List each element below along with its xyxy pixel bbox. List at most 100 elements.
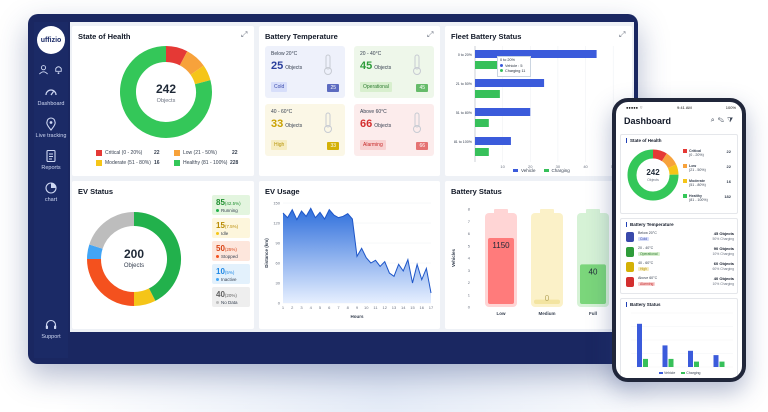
phone-temp-card: Battery Temperature Below 20°C Cold 45 Obj… bbox=[620, 218, 738, 294]
ev-tile-percent: (20%) bbox=[224, 293, 237, 298]
temp-range: 40 - 60°C bbox=[638, 261, 654, 265]
x-tick-label: 11 bbox=[373, 305, 378, 310]
temp-box-2[interactable]: 40 - 60°C 33 Objects High 33 bbox=[265, 104, 345, 156]
ev-tile-no-data[interactable]: 40(20%) No Data bbox=[212, 287, 250, 307]
donut-slice-stopped[interactable] bbox=[87, 258, 135, 306]
bar-vehicle-1[interactable] bbox=[662, 345, 668, 367]
x-tick-label: 20 bbox=[528, 164, 533, 169]
donut-slice-low[interactable] bbox=[661, 153, 677, 169]
edit-icon[interactable]: ✎ bbox=[717, 117, 728, 124]
donut-slice-healthy[interactable] bbox=[627, 149, 679, 201]
temp-count: 25 Objects bbox=[271, 60, 302, 72]
legend-swatch bbox=[681, 372, 686, 374]
donut-slice-running[interactable] bbox=[133, 212, 181, 301]
donut-slice-moderate[interactable] bbox=[190, 65, 211, 85]
donut-slice-moderate[interactable] bbox=[667, 164, 679, 176]
sidebar-item-reports[interactable]: Reports bbox=[34, 149, 68, 171]
ev-tile-label: Idle bbox=[216, 231, 228, 236]
phone-soh-card: State of Health 242 Objects Critical (0 -… bbox=[620, 134, 738, 214]
ev-tile-inactive[interactable]: 10(5%) Inactive bbox=[212, 264, 250, 284]
ev-tile-running[interactable]: 85(42.5%) Running bbox=[212, 195, 250, 215]
ev-tile-percent: (5%) bbox=[224, 270, 235, 275]
ev-tile-label: Stopped bbox=[216, 254, 238, 259]
bar-charging-2[interactable] bbox=[475, 119, 489, 127]
phone-temp-row[interactable]: 20 - 40°C Operational 90 Objects 10% Chargi… bbox=[626, 246, 734, 260]
battery-fill-medium[interactable] bbox=[534, 299, 560, 304]
bar-vehicle-2[interactable] bbox=[475, 108, 531, 116]
user-icon[interactable] bbox=[38, 64, 49, 75]
temp-charging-badge: 45 bbox=[416, 84, 428, 92]
thermometer-icon bbox=[626, 262, 634, 272]
area-line[interactable] bbox=[282, 207, 432, 294]
status-time: 9:41 AM bbox=[677, 105, 692, 110]
donut-slice-critical[interactable] bbox=[165, 46, 188, 66]
bar-charging-1[interactable] bbox=[475, 90, 500, 98]
temp-status-tag: Alarming bbox=[360, 140, 386, 150]
donut-slice-inactive[interactable] bbox=[87, 244, 103, 260]
y-tick-label: 1 bbox=[468, 292, 471, 297]
phone-temp-row[interactable]: Above 60°C Alarming 40 Objects 10% Charging bbox=[626, 276, 734, 290]
bar-charging-0[interactable] bbox=[643, 358, 648, 367]
donut-slice-idle[interactable] bbox=[133, 288, 156, 306]
phone-page-title: Dashboard bbox=[624, 116, 672, 126]
expand-icon[interactable]: ⤢ bbox=[427, 30, 434, 39]
sidebar-item-chart[interactable]: chart bbox=[34, 181, 68, 203]
temp-range: Below 20°C bbox=[271, 51, 298, 57]
ev-tile-count: 50(25%) bbox=[216, 244, 237, 253]
legend-label: Critical (0 - 20%) bbox=[689, 149, 704, 157]
tooltip-vehicle-text: Vehicle : 5 bbox=[505, 63, 523, 68]
filter-icon[interactable]: ⧩ bbox=[727, 117, 736, 124]
temp-box-1[interactable]: 20 - 40°C 45 Objects Operational 45 bbox=[354, 46, 434, 98]
bar-charging-3[interactable] bbox=[475, 148, 489, 156]
battery-fill-full[interactable] bbox=[580, 264, 606, 304]
bar-vehicle-0[interactable] bbox=[637, 323, 642, 367]
legend-name: Moderate bbox=[689, 179, 705, 183]
battery-fill-low[interactable] bbox=[488, 238, 514, 304]
logo-text: uffizio bbox=[40, 36, 62, 44]
bell-icon[interactable] bbox=[53, 64, 64, 75]
donut-slice-healthy[interactable] bbox=[120, 46, 212, 138]
legend-range: (51 - 80%) bbox=[689, 183, 706, 187]
donut-slice-no-data[interactable] bbox=[89, 212, 135, 250]
bar-vehicle-3[interactable] bbox=[475, 137, 511, 145]
x-tick-label: Low bbox=[497, 311, 506, 316]
ev-tile-stopped[interactable]: 50(25%) Stopped bbox=[212, 241, 250, 261]
search-icon[interactable]: ⌕ bbox=[710, 117, 718, 124]
bar-vehicle-0[interactable] bbox=[475, 50, 597, 58]
x-tick-label: 8 bbox=[347, 305, 350, 310]
donut-slice-low[interactable] bbox=[179, 51, 204, 76]
card-title: State of Health bbox=[626, 138, 662, 143]
donut-slice-critical[interactable] bbox=[652, 149, 667, 162]
ev-tile-label-text: No Data bbox=[221, 300, 238, 305]
x-tick-label: 2 bbox=[291, 305, 294, 310]
ev-tile-idle[interactable]: 15(7.5%) Idle bbox=[212, 218, 250, 238]
tooltip-charging-dot bbox=[500, 69, 503, 72]
card-title: EV Status bbox=[78, 187, 114, 196]
sidebar-item-dashboard[interactable]: Dashboard bbox=[34, 85, 68, 107]
sidebar-item-support[interactable]: Support bbox=[34, 318, 68, 340]
expand-icon[interactable]: ⤢ bbox=[619, 30, 626, 39]
support-label: Support bbox=[41, 334, 61, 340]
bar-charging-1[interactable] bbox=[668, 358, 674, 367]
phone-temp-row[interactable]: Below 20°C Cold 45 Objects 50% Charging bbox=[626, 231, 734, 245]
temp-box-0[interactable]: Below 20°C 25 Objects Cold 25 bbox=[265, 46, 345, 98]
legend-range: (81 - 100%) bbox=[689, 198, 708, 202]
y-tick-label: 8 bbox=[468, 207, 471, 212]
bar-charging-3[interactable] bbox=[719, 361, 725, 367]
bar-vehicle-1[interactable] bbox=[475, 79, 545, 87]
bar-charging-2[interactable] bbox=[694, 361, 699, 367]
bar-vehicle-2[interactable] bbox=[688, 350, 693, 367]
phone-temp-row[interactable]: 40 - 60°C High 60 Objects 60% Charging bbox=[626, 261, 734, 275]
x-tick-label: 40 bbox=[583, 164, 588, 169]
y-tick-label: 7 bbox=[468, 219, 471, 224]
temp-count-unit: Objects bbox=[374, 65, 392, 71]
x-tick-label: 1 bbox=[282, 305, 285, 310]
soh-center-label: Objects bbox=[156, 98, 176, 104]
sidebar-item-live-tracking[interactable]: Live tracking bbox=[34, 117, 68, 139]
phone-status-bar: ●●●●● ⌔ 9:41 AM 100% bbox=[626, 105, 736, 111]
sidebar-item-label: Dashboard bbox=[37, 101, 65, 107]
temp-box-3[interactable]: Above 60°C 66 Objects Alarming 66 bbox=[354, 104, 434, 156]
expand-icon[interactable]: ⤢ bbox=[241, 30, 248, 39]
bar-vehicle-3[interactable] bbox=[713, 355, 719, 367]
bar-charging-0[interactable] bbox=[475, 61, 506, 69]
